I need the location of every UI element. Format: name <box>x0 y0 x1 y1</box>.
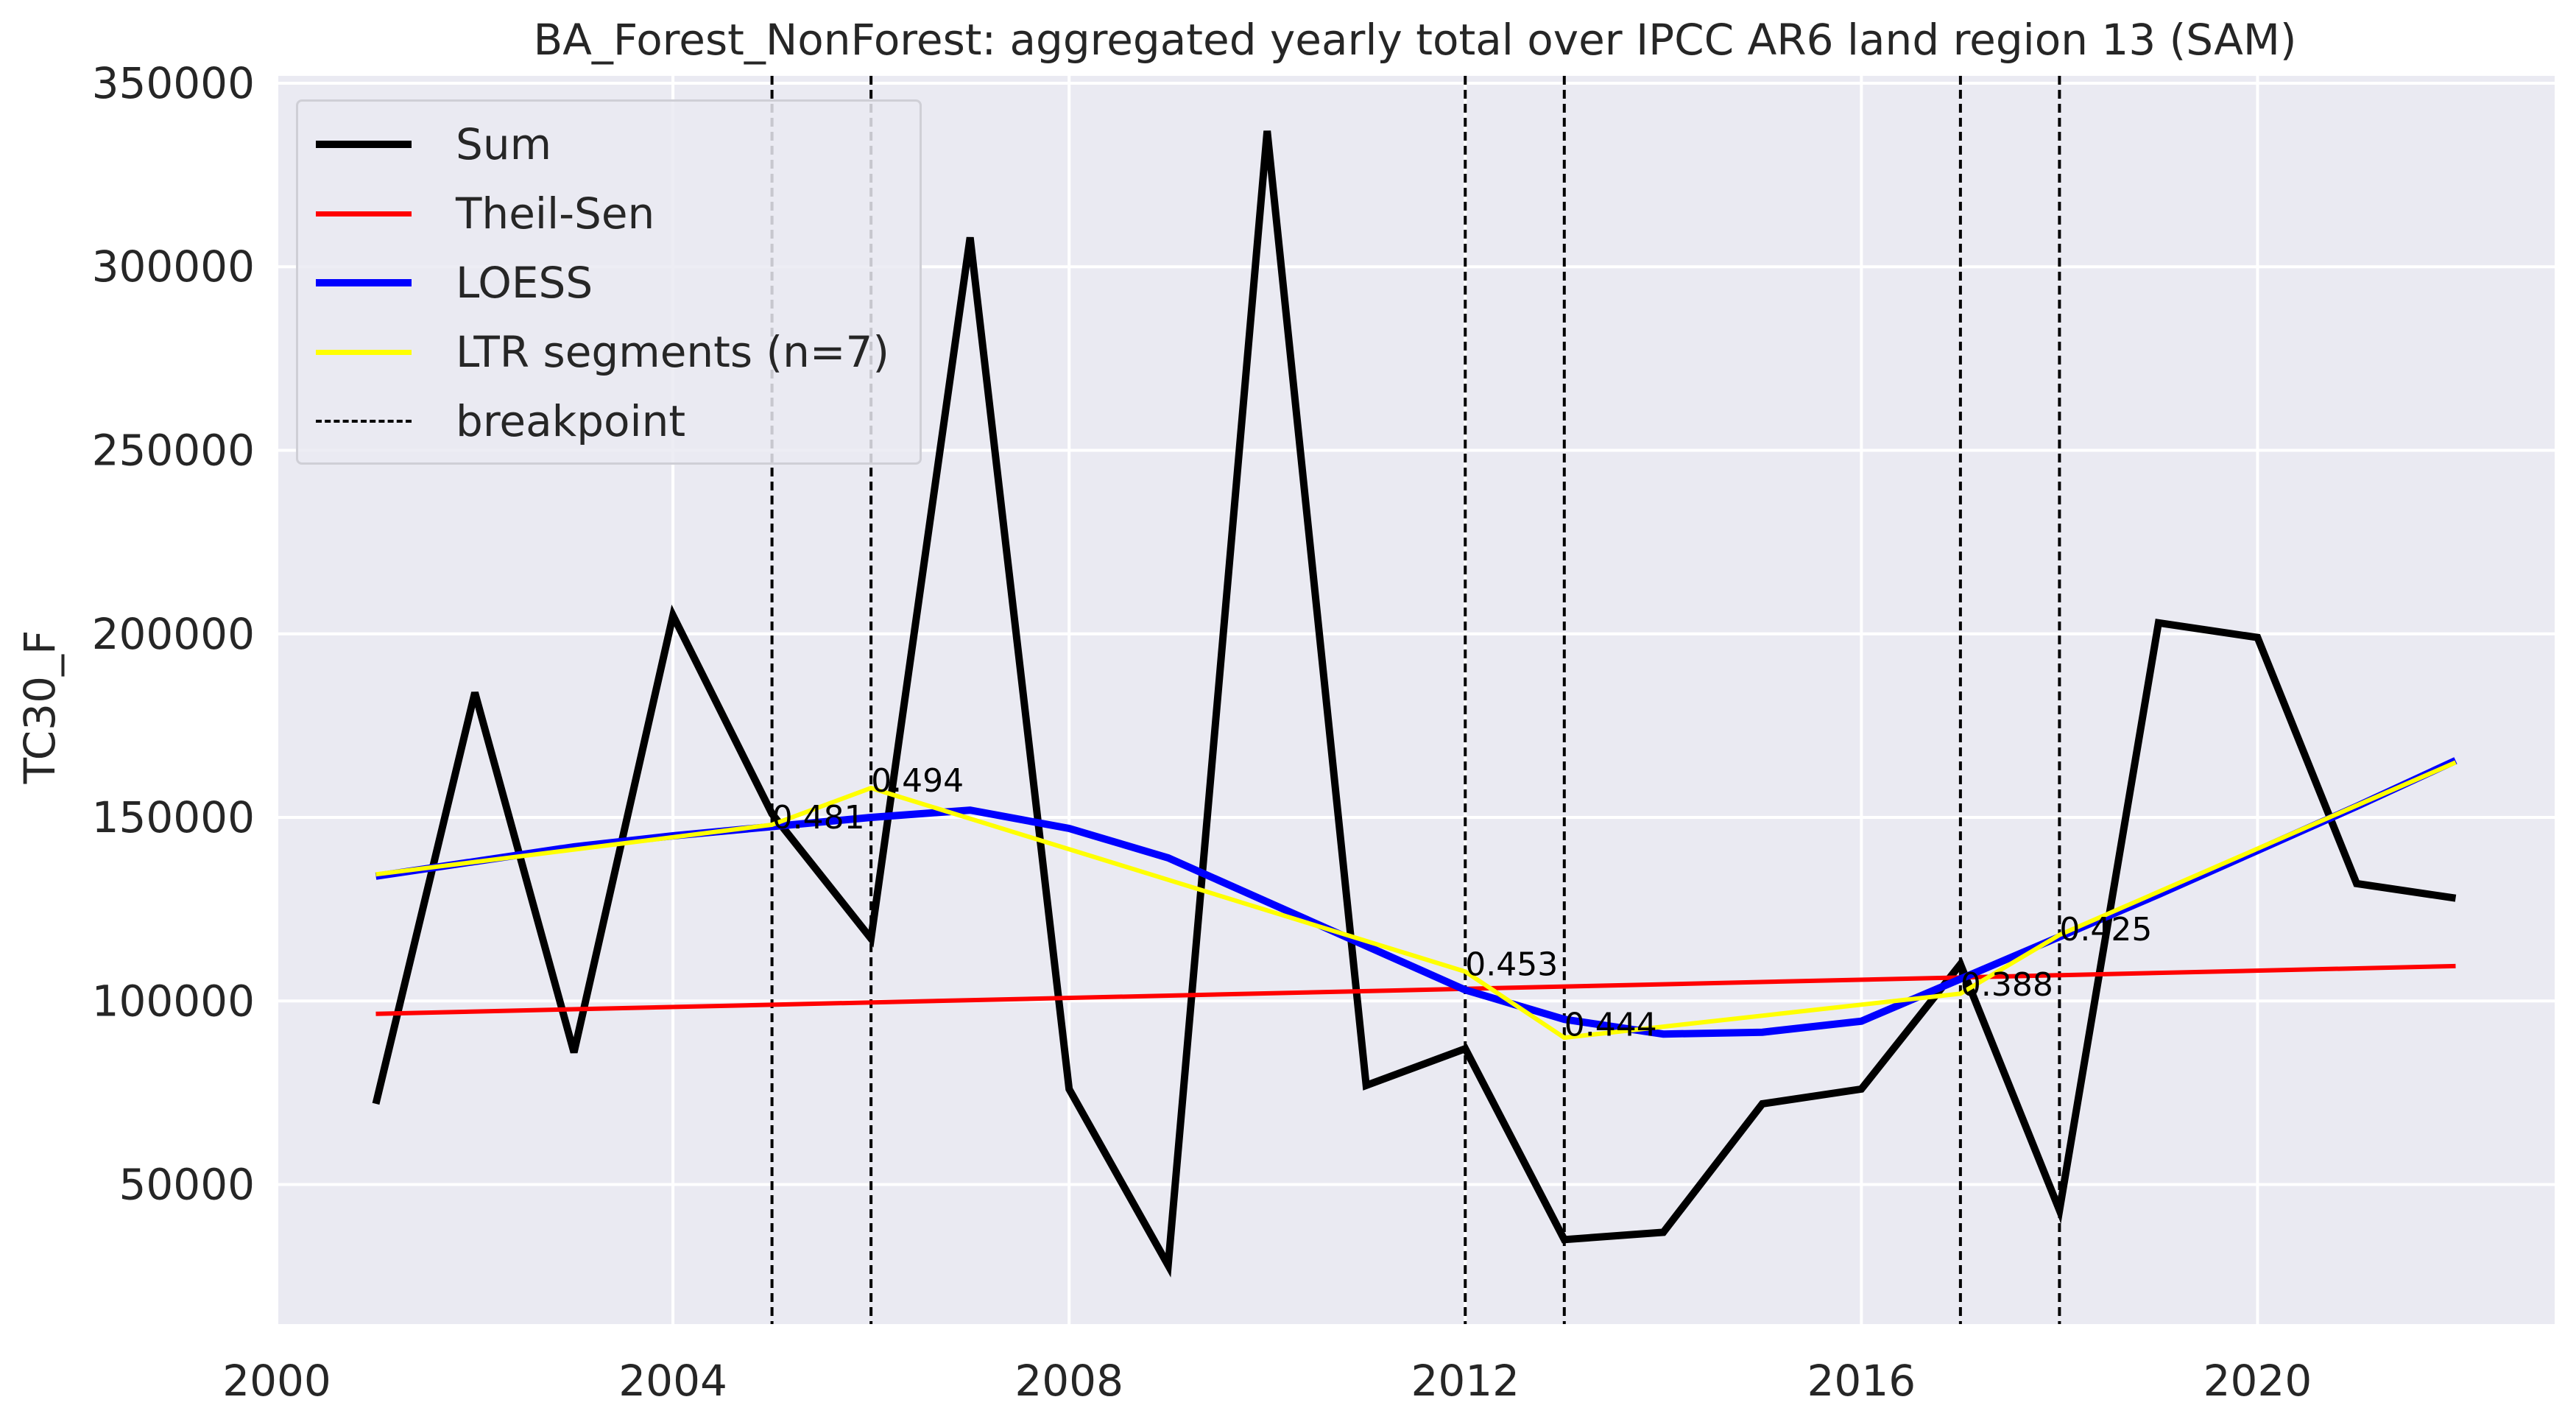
x-tick-label: 2008 <box>1014 1356 1123 1406</box>
legend-item-breakpoint: breakpoint <box>316 392 685 451</box>
y-tick-label: 50000 <box>119 1160 255 1210</box>
grid <box>275 76 2555 1324</box>
legend-item-loess: LOESS <box>316 253 593 312</box>
y-tick-label: 100000 <box>92 976 255 1026</box>
legend-swatch-ltr-segments <box>316 349 412 355</box>
y-tick-label: 200000 <box>92 609 255 659</box>
annotation-label: 0.425 <box>2059 911 2152 948</box>
annotation-label: 0.453 <box>1465 946 1558 983</box>
legend-item-theil-sen: Theil-Sen <box>316 184 654 243</box>
series-lines <box>372 130 2457 1278</box>
legend-swatch-breakpoint <box>316 420 412 423</box>
legend-label-breakpoint: breakpoint <box>456 396 686 446</box>
legend-swatch-loess <box>316 279 412 286</box>
theil-sen-line <box>375 963 2456 1016</box>
annotation-label: 0.388 <box>1961 966 2053 1004</box>
x-tick-label: 2020 <box>2203 1356 2312 1406</box>
y-tick-label: 250000 <box>92 426 255 476</box>
legend-swatch-theil-sen <box>316 211 412 217</box>
chart-title: BA_Forest_NonForest: aggregated yearly t… <box>533 15 2297 65</box>
x-tick-label: 2012 <box>1411 1356 1520 1406</box>
annotation-label: 0.444 <box>1564 1007 1657 1044</box>
y-tick-label: 350000 <box>92 58 255 108</box>
legend-label-theil-sen: Theil-Sen <box>456 189 655 239</box>
legend-item-sum: Sum <box>316 115 551 174</box>
legend-label-ltr-segments: LTR segments (n=7) <box>456 327 890 377</box>
legend: Sum Theil-Sen LOESS LTR segments (n=7) b… <box>296 99 922 465</box>
y-tick-label: 300000 <box>92 242 255 292</box>
x-tick-labels: 2000 2004 2008 2012 2016 2020 <box>222 1356 2312 1406</box>
x-tick-label: 2004 <box>618 1356 727 1406</box>
legend-label-sum: Sum <box>456 119 552 169</box>
ltr-segments-line <box>375 760 2457 1041</box>
x-tick-label: 2000 <box>222 1356 331 1406</box>
y-tick-label: 150000 <box>92 792 255 842</box>
legend-swatch-sum <box>316 141 412 148</box>
x-tick-label: 2016 <box>1807 1356 1916 1406</box>
y-tick-labels: 50000 100000 150000 200000 250000 300000 35000… <box>92 58 255 1210</box>
annotation-label: 0.481 <box>772 799 865 837</box>
annotation-label: 0.494 <box>871 762 964 800</box>
breakpoint-lines <box>770 76 2061 1324</box>
legend-item-ltr-segments: LTR segments (n=7) <box>316 323 889 381</box>
legend-label-loess: LOESS <box>456 258 593 308</box>
